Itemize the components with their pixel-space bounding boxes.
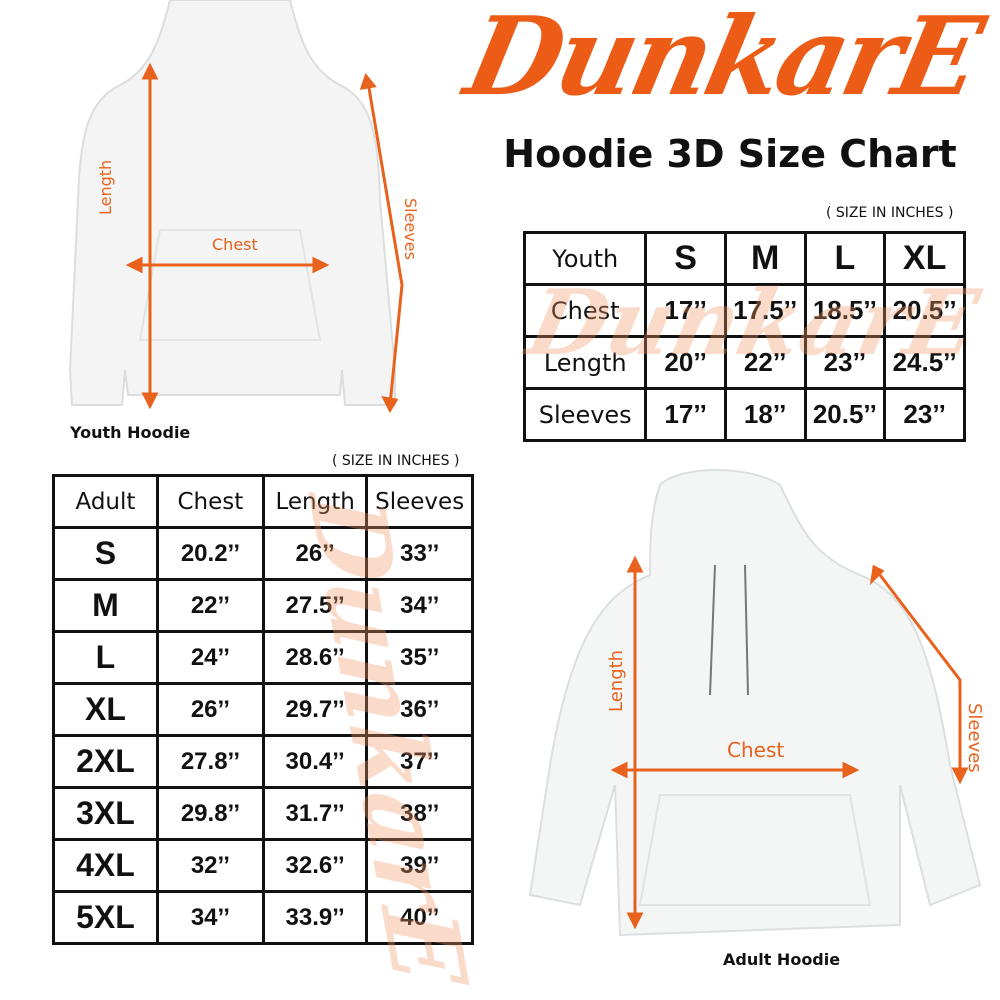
header-cell: Chest bbox=[155, 474, 265, 529]
table-row: Length 20’’ 22’’ 23’’ 24.5’’ bbox=[522, 335, 966, 390]
table-cell: 17.5’’ bbox=[723, 283, 807, 338]
table-cell: 29.7’’ bbox=[261, 682, 369, 737]
adult-hoodie-image bbox=[528, 469, 982, 937]
size-label: 5XL bbox=[52, 890, 159, 945]
table-cell: 20.5’’ bbox=[803, 387, 887, 442]
table-cell: 26’’ bbox=[261, 526, 369, 581]
table-cell: 39’’ bbox=[365, 838, 474, 893]
table-row: L 24’’ 28.6’’ 35’’ bbox=[52, 630, 474, 685]
adult-sleeves-label: Sleeves bbox=[964, 703, 985, 773]
table-cell: 28.6’’ bbox=[261, 630, 369, 685]
size-label: 2XL bbox=[52, 734, 159, 789]
adult-length-label: Length bbox=[606, 649, 627, 712]
header-cell: S bbox=[644, 231, 727, 286]
table-cell: 22’’ bbox=[155, 578, 265, 633]
youth-sleeves-label: Sleeves bbox=[401, 198, 420, 260]
table-row: XL 26’’ 29.7’’ 36’’ bbox=[52, 682, 474, 737]
header-cell: XL bbox=[883, 231, 966, 286]
adult-size-table: Adult Chest Length Sleeves S 20.2’’ 26’’ 33… bbox=[52, 474, 474, 945]
table-row: 4XL 32’’ 32.6’’ 39’’ bbox=[52, 838, 474, 893]
header-cell: Adult bbox=[52, 474, 159, 529]
brand-logo: DunkarE bbox=[455, 0, 990, 120]
youth-unit-note: ( SIZE IN INCHES ) bbox=[826, 205, 954, 221]
adult-hoodie-caption: Adult Hoodie bbox=[723, 950, 841, 969]
table-cell: 18.5’’ bbox=[803, 283, 887, 338]
table-cell: 34’’ bbox=[365, 578, 474, 633]
table-cell: 27.8’’ bbox=[155, 734, 265, 789]
table-cell: 22’’ bbox=[723, 335, 807, 390]
header-cell: Youth bbox=[522, 231, 648, 286]
header-cell: Length bbox=[261, 474, 369, 529]
table-row: 5XL 34’’ 33.9’’ 40’’ bbox=[52, 890, 474, 945]
youth-chest-label: Chest bbox=[212, 235, 258, 254]
table-cell: 23’’ bbox=[803, 335, 887, 390]
table-cell: 33.9’’ bbox=[261, 890, 369, 945]
youth-size-table: Youth S M L XL Chest 17’’ 17.5’’ 18.5’’ … bbox=[522, 231, 966, 442]
table-cell: 20.2’’ bbox=[155, 526, 265, 581]
table-row: S 20.2’’ 26’’ 33’’ bbox=[52, 526, 474, 581]
table-row: M 22’’ 27.5’’ 34’’ bbox=[52, 578, 474, 633]
row-label: Chest bbox=[522, 283, 648, 338]
table-cell: 31.7’’ bbox=[261, 786, 369, 841]
table-row: Sleeves 17’’ 18’’ 20.5’’ 23’’ bbox=[522, 387, 966, 442]
size-label: XL bbox=[52, 682, 159, 737]
measure-arrows bbox=[610, 555, 969, 930]
table-header-row: Youth S M L XL bbox=[522, 231, 966, 286]
table-cell: 33’’ bbox=[365, 526, 474, 581]
table-cell: 30.4’’ bbox=[261, 734, 369, 789]
table-cell: 40’’ bbox=[365, 890, 474, 945]
table-cell: 24’’ bbox=[155, 630, 265, 685]
table-cell: 38’’ bbox=[365, 786, 474, 841]
youth-length-label: Length bbox=[96, 159, 115, 215]
table-cell: 36’’ bbox=[365, 682, 474, 737]
row-label: Sleeves bbox=[522, 387, 648, 442]
table-cell: 27.5’’ bbox=[261, 578, 369, 633]
table-cell: 17’’ bbox=[644, 283, 727, 338]
table-cell: 32’’ bbox=[155, 838, 265, 893]
header-cell: L bbox=[803, 231, 887, 286]
size-label: 3XL bbox=[52, 786, 159, 841]
page-title: Hoodie 3D Size Chart bbox=[503, 132, 957, 176]
header-cell: Sleeves bbox=[365, 474, 474, 529]
table-row: 2XL 27.8’’ 30.4’’ 37’’ bbox=[52, 734, 474, 789]
table-cell: 29.8’’ bbox=[155, 786, 265, 841]
table-cell: 37’’ bbox=[365, 734, 474, 789]
size-label: L bbox=[52, 630, 159, 685]
measure-arrows bbox=[125, 62, 404, 414]
table-cell: 23’’ bbox=[883, 387, 966, 442]
table-row: Chest 17’’ 17.5’’ 18.5’’ 20.5’’ bbox=[522, 283, 966, 338]
size-label: M bbox=[52, 578, 159, 633]
adult-unit-note: ( SIZE IN INCHES ) bbox=[332, 453, 460, 469]
youth-hoodie-image bbox=[68, 0, 404, 414]
table-cell: 20’’ bbox=[644, 335, 727, 390]
size-label: 4XL bbox=[52, 838, 159, 893]
table-cell: 34’’ bbox=[155, 890, 265, 945]
table-cell: 35’’ bbox=[365, 630, 474, 685]
table-cell: 20.5’’ bbox=[883, 283, 966, 338]
table-cell: 18’’ bbox=[723, 387, 807, 442]
table-cell: 24.5’’ bbox=[883, 335, 966, 390]
table-header-row: Adult Chest Length Sleeves bbox=[52, 474, 474, 529]
size-label: S bbox=[52, 526, 159, 581]
header-cell: M bbox=[723, 231, 807, 286]
table-row: 3XL 29.8’’ 31.7’’ 38’’ bbox=[52, 786, 474, 841]
table-cell: 26’’ bbox=[155, 682, 265, 737]
adult-chest-label: Chest bbox=[727, 738, 785, 762]
youth-hoodie-caption: Youth Hoodie bbox=[70, 423, 191, 442]
table-cell: 32.6’’ bbox=[261, 838, 369, 893]
row-label: Length bbox=[522, 335, 648, 390]
table-cell: 17’’ bbox=[644, 387, 727, 442]
